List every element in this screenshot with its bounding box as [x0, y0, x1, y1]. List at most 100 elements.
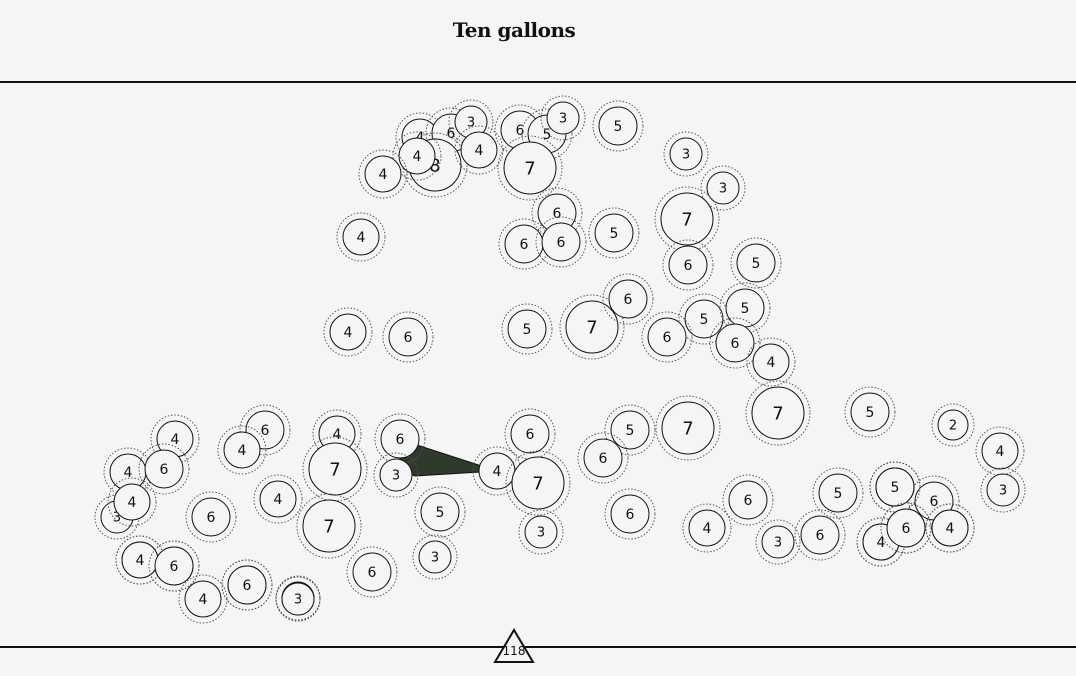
- bubble-value: 6: [207, 510, 216, 526]
- bubble-value: 6: [553, 206, 562, 222]
- bubble-circle: [661, 401, 715, 455]
- bubble-circle: [668, 245, 708, 285]
- bubble-node-81[interactable]: 5: [869, 461, 921, 513]
- bubble-node-7[interactable]: 5: [592, 100, 644, 152]
- bubble-node-9[interactable]: 4: [392, 131, 442, 181]
- bubble-node-76[interactable]: 6: [346, 546, 398, 598]
- bubble-node-23[interactable]: 4: [323, 307, 373, 357]
- bubble-node-16[interactable]: 6: [531, 187, 583, 239]
- nodes-layer[interactable]: 4636535844473346665765465765566475243464…: [94, 95, 1026, 624]
- bubble-halo: [655, 395, 721, 461]
- bubble-node-12[interactable]: 7: [497, 135, 563, 201]
- bubble-node-26[interactable]: 7: [559, 294, 625, 360]
- bubble-node-33[interactable]: 7: [745, 380, 811, 446]
- bubble-halo: [730, 237, 782, 289]
- bubble-node-17[interactable]: 6: [498, 218, 550, 270]
- bubble-value: 4: [357, 230, 366, 246]
- bubble-node-58[interactable]: 5: [812, 467, 864, 519]
- bubble-node-77[interactable]: 4: [178, 574, 228, 624]
- bubble-node-37[interactable]: 3: [980, 467, 1026, 513]
- bubble-value: 3: [559, 112, 567, 127]
- bubble-node-22[interactable]: 5: [730, 237, 782, 289]
- bubble-node-45[interactable]: 3: [373, 452, 419, 498]
- bubble-node-20[interactable]: 7: [654, 186, 720, 252]
- bubble-halo: [253, 474, 303, 524]
- bubble-node-50[interactable]: 6: [577, 432, 629, 484]
- bubble-node-70[interactable]: 6: [908, 475, 960, 527]
- bubble-node-34[interactable]: 5: [844, 386, 896, 438]
- bubble-circle: [281, 582, 315, 616]
- bubble-halo: [239, 404, 291, 456]
- bubble-node-40[interactable]: 4: [217, 425, 267, 475]
- bubble-node-56[interactable]: 4: [107, 477, 157, 527]
- bubble-node-44[interactable]: 7: [302, 436, 368, 502]
- bubble-node-83[interactable]: 4: [925, 503, 975, 553]
- bubble-node-35[interactable]: 2: [931, 403, 975, 447]
- bubble-circle: [660, 192, 714, 246]
- bubble-node-18[interactable]: 6: [535, 216, 587, 268]
- bubble-node-19[interactable]: 5: [588, 207, 640, 259]
- bubble-halo: [709, 317, 761, 369]
- bubble-value: 6: [684, 258, 693, 274]
- bubble-node-57[interactable]: 7: [296, 493, 362, 559]
- bubble-node-31[interactable]: 6: [709, 317, 761, 369]
- bubble-node-87[interactable]: 3: [275, 576, 321, 622]
- bubble-node-61[interactable]: 3: [412, 534, 458, 580]
- bubble-node-14[interactable]: 3: [700, 165, 746, 211]
- bubble-circle: [380, 419, 420, 459]
- bubble-node-36[interactable]: 4: [975, 426, 1025, 476]
- bubble-halo: [588, 207, 640, 259]
- bubble-node-30[interactable]: 6: [641, 311, 693, 363]
- bubble-node-15[interactable]: 4: [336, 212, 386, 262]
- bubble-node-53[interactable]: 5: [414, 486, 466, 538]
- bubble-value: 7: [681, 209, 692, 230]
- bubble-node-21[interactable]: 6: [662, 239, 714, 291]
- bubble-node-43[interactable]: 6: [504, 408, 556, 460]
- bubble-node-86[interactable]: 6: [221, 559, 273, 611]
- bubble-node-62[interactable]: 4: [682, 503, 732, 553]
- bubble-value: 6: [396, 432, 405, 448]
- bubble-halo: [521, 108, 573, 160]
- bubble-node-6[interactable]: 3: [540, 95, 586, 141]
- bubble-halo: [592, 100, 644, 152]
- bubble-circle: [259, 480, 297, 518]
- bubble-circle: [761, 525, 795, 559]
- bubble-node-85[interactable]: 6: [148, 540, 200, 592]
- bubble-node-47[interactable]: 7: [505, 450, 571, 516]
- bubble-value: 3: [537, 526, 545, 541]
- bubble-node-10[interactable]: 4: [454, 125, 504, 175]
- bubble-node-59[interactable]: 3: [518, 509, 564, 555]
- bubble-halo: [908, 475, 960, 527]
- bubble-halo: [346, 546, 398, 598]
- bubble-circle: [886, 508, 926, 548]
- bubble-value: 6: [731, 336, 740, 352]
- bubble-node-67[interactable]: 6: [185, 491, 237, 543]
- bubble-node-49[interactable]: 7: [655, 395, 721, 461]
- bubble-node-29[interactable]: 5: [719, 282, 771, 334]
- bubble-node-32[interactable]: 4: [746, 337, 796, 387]
- bubble-node-24[interactable]: 6: [382, 311, 434, 363]
- bubble-halo: [374, 413, 426, 465]
- bubble-node-42[interactable]: 6: [374, 413, 426, 465]
- bubble-node-25[interactable]: 5: [501, 303, 553, 355]
- bubble-node-13[interactable]: 3: [663, 131, 709, 177]
- bubble-value: 6: [261, 423, 270, 439]
- bubble-node-52[interactable]: 4: [253, 474, 303, 524]
- bubble-value: 5: [834, 486, 843, 502]
- bubble-node-82[interactable]: 6: [880, 502, 932, 554]
- bubble-value: 6: [404, 330, 413, 346]
- bubble-circle: [191, 497, 231, 537]
- bubble-value: 7: [772, 403, 783, 424]
- bubble-circle: [728, 480, 768, 520]
- header-bar: Ten gallons: [0, 0, 1076, 83]
- bubble-node-11[interactable]: 4: [358, 149, 408, 199]
- bubble-node-66[interactable]: 3: [755, 519, 801, 565]
- bubble-node-27[interactable]: 6: [602, 273, 654, 325]
- bubble-node-63[interactable]: 6: [722, 474, 774, 526]
- bubble-circle: [223, 431, 261, 469]
- bubble-halo: [497, 135, 563, 201]
- bubble-node-60[interactable]: 6: [604, 488, 656, 540]
- bubble-node-55[interactable]: 6: [138, 443, 190, 495]
- bubble-node-64[interactable]: 6: [794, 509, 846, 561]
